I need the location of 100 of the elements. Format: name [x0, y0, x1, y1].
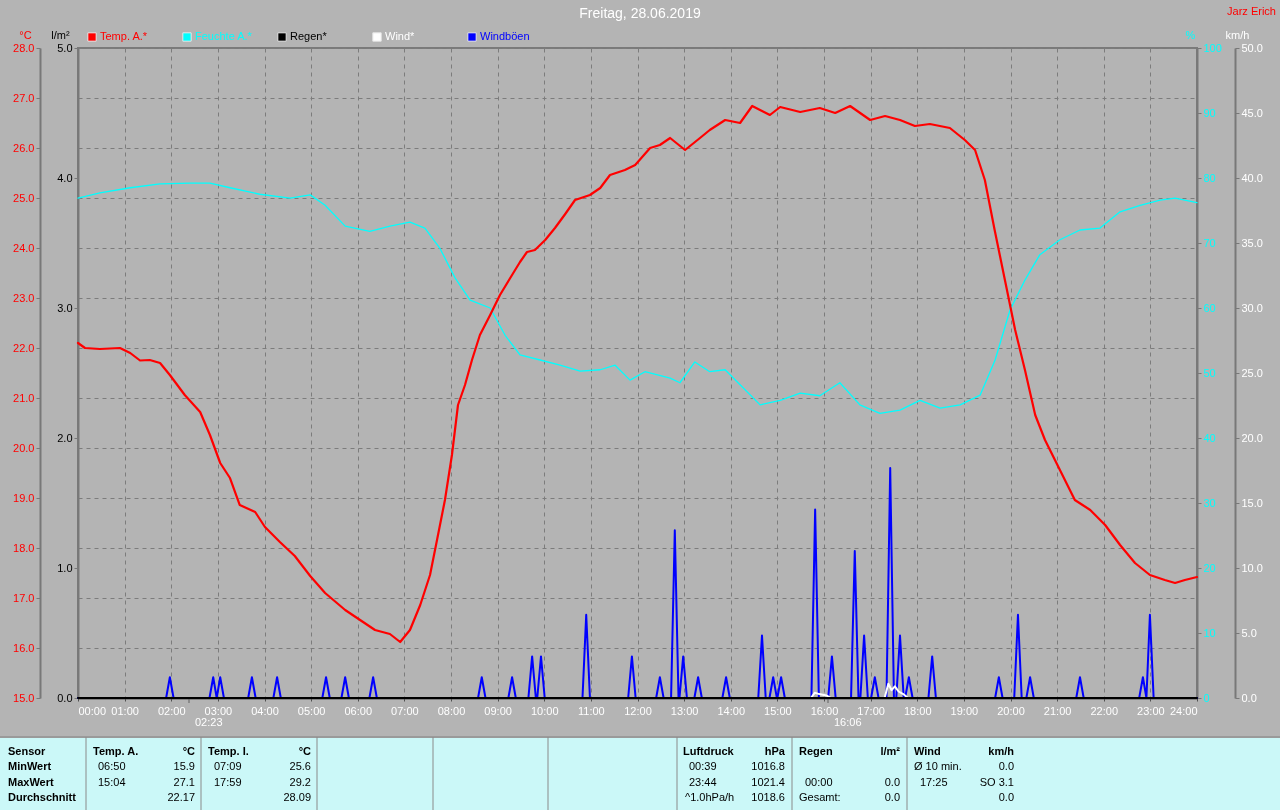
x-tick-label: 13:00 — [670, 704, 699, 717]
legend-label: Temp. A.* — [100, 30, 148, 42]
text: 17:59 — [214, 776, 242, 788]
x-tick-label: 04:00 — [251, 704, 279, 717]
x-tick-label: 18:00 — [903, 704, 932, 717]
x-tick-label: 02:00 — [157, 704, 186, 717]
y-tick-label: 16.0 — [13, 641, 35, 654]
y2-axis-title: l/m² — [51, 28, 70, 41]
text: Wind — [914, 745, 941, 757]
y3-tick-label: 40 — [1203, 431, 1216, 444]
text: Jarz Erich — [1227, 5, 1276, 17]
y3-tick-label: 70 — [1203, 236, 1216, 249]
x-tick-label: 00:00 — [78, 704, 107, 717]
x-tick-label: 14:00 — [717, 704, 746, 717]
y-tick-label: 5.0 — [1241, 626, 1257, 639]
text: km/h — [988, 745, 1015, 757]
text: 0.0 — [884, 791, 900, 803]
text: 28.09 — [283, 791, 311, 803]
line-series — [76, 104, 1199, 644]
text: 07:09 — [214, 760, 242, 772]
text: 15:04 — [98, 776, 126, 788]
y2-tick-label: 5.0 — [57, 41, 73, 54]
y2-tick-label: 0.0 — [57, 691, 73, 704]
y-tick-label: 30.0 — [1241, 301, 1263, 314]
text: Luftdruck — [683, 745, 735, 757]
text: 00:00 — [805, 776, 833, 788]
line-series — [77, 182, 1198, 414]
text: ^1.0hPa/h — [685, 791, 735, 803]
y-tick-label: 27.0 — [13, 91, 35, 104]
text: 1021.4 — [751, 776, 785, 788]
text: MaxWert — [8, 776, 54, 788]
y3-tick-label: 80 — [1203, 171, 1216, 184]
y3-tick-label: 50 — [1203, 366, 1216, 379]
text: 27.1 — [173, 776, 195, 788]
legend-label: Wind* — [385, 30, 416, 42]
y2-tick-label: 1.0 — [57, 561, 73, 574]
x-tick-label: 20:00 — [997, 704, 1025, 717]
y-tick-label: 25.0 — [1241, 366, 1263, 379]
y3-tick-label: 30 — [1203, 496, 1216, 509]
y-tick-label: 45.0 — [1241, 106, 1263, 119]
text: 0.0 — [998, 760, 1014, 772]
y-tick-label: 24.0 — [13, 241, 35, 254]
legend-label: Regen* — [290, 30, 328, 42]
text: 25.6 — [289, 760, 311, 772]
text: Durchschnitt — [8, 791, 77, 803]
text: 22.17 — [167, 791, 195, 803]
y-axis-title: km/h — [1225, 28, 1250, 41]
text: 15.9 — [173, 760, 195, 772]
text: SO 3.1 — [979, 776, 1014, 788]
legend-label: Windböen — [480, 30, 530, 42]
y3-tick-label: 90 — [1203, 106, 1216, 119]
x-tick-label: 09:00 — [484, 704, 512, 717]
x-tick-label: 01:00 — [111, 704, 139, 717]
y3-tick-label: 60 — [1203, 301, 1216, 314]
x-tick-label: 11:00 — [578, 704, 605, 717]
text: 0.0 — [998, 791, 1014, 803]
x-tick-label: 16:00 — [810, 704, 839, 717]
text: 16:06 — [834, 716, 862, 728]
text: °C — [298, 745, 312, 757]
x-tick-label: 22:00 — [1090, 704, 1119, 717]
text: Sensor — [8, 745, 47, 757]
text: 29.2 — [289, 776, 311, 788]
text: Ø 10 min. — [914, 760, 962, 772]
text: 02:23 — [195, 716, 223, 728]
y-tick-label: 40.0 — [1241, 171, 1263, 184]
y-tick-label: 0.0 — [1241, 691, 1257, 704]
x-tick-label: 03:00 — [204, 704, 233, 717]
y2-tick-label: 4.0 — [57, 171, 73, 184]
y2-tick-label: 3.0 — [57, 301, 73, 314]
text: °C — [182, 745, 196, 757]
y-tick-label: 50.0 — [1241, 41, 1263, 54]
x-tick-label: 17:00 — [857, 704, 885, 717]
x-tick-label: 06:00 — [344, 704, 373, 717]
y-tick-label: 35.0 — [1241, 236, 1263, 249]
y-tick-label: 26.0 — [13, 141, 35, 154]
x-tick-label: 19:00 — [950, 704, 979, 717]
text: Temp. I. — [208, 745, 249, 757]
chart-title: Freitag, 28.06.2019 — [579, 5, 701, 21]
y-tick-label: 23.0 — [13, 291, 35, 304]
text: 17:25 — [920, 776, 948, 788]
x-tick-label: 08:00 — [437, 704, 466, 717]
y3-tick-label: 10 — [1203, 626, 1216, 639]
text: Regen — [799, 745, 833, 757]
y-tick-label: 15.0 — [1241, 496, 1263, 509]
y-tick-label: 19.0 — [13, 491, 35, 504]
y3-tick-label: 0 — [1203, 691, 1210, 704]
text: 1016.8 — [751, 760, 785, 772]
text: 1018.6 — [751, 791, 785, 803]
legend-label: Feuchte A.* — [195, 30, 253, 42]
y3-axis-title: % — [1185, 28, 1196, 41]
y-tick-label: 17.0 — [13, 591, 35, 604]
y-axis-title: °C — [19, 28, 32, 41]
y-tick-label: 15.0 — [13, 691, 35, 704]
text: Gesamt: — [799, 791, 841, 803]
x-tick-label: 15:00 — [764, 704, 792, 717]
x-tick-label: 10:00 — [530, 704, 559, 717]
x-tick-label: 24:00 — [1169, 704, 1198, 717]
text: 23:44 — [689, 776, 717, 788]
y-tick-label: 18.0 — [13, 541, 35, 554]
x-tick-label: 21:00 — [1043, 704, 1072, 717]
